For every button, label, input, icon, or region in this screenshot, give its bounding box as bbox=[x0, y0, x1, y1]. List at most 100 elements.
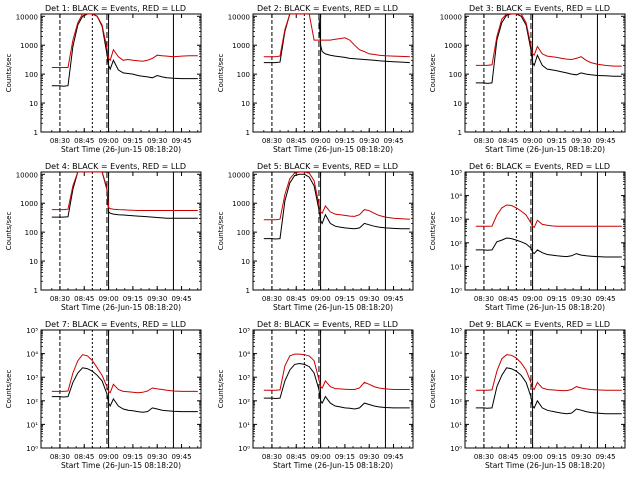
y-tick-label: 10000 bbox=[228, 171, 250, 179]
y-tick-label: 10² bbox=[450, 398, 462, 406]
series-events-line bbox=[263, 14, 410, 64]
y-tick-label: 10000 bbox=[440, 13, 462, 21]
x-tick-label: 09:15 bbox=[123, 137, 143, 145]
y-axis-label: Counts/sec bbox=[429, 212, 437, 251]
y-tick-label: 10⁰ bbox=[450, 287, 462, 295]
y-axis-label: Counts/sec bbox=[217, 54, 225, 93]
x-tick-label: 09:30 bbox=[359, 137, 379, 145]
y-tick-label: 1 bbox=[34, 287, 38, 295]
plot-frame bbox=[464, 329, 626, 449]
x-tick-label: 09:00 bbox=[98, 295, 118, 303]
x-tick-label: 09:45 bbox=[171, 295, 191, 303]
panel-title: Det 2: BLACK = Events, RED = LLD bbox=[257, 4, 398, 13]
x-tick-label: 08:30 bbox=[50, 137, 70, 145]
y-axis-label: Counts/sec bbox=[217, 212, 225, 251]
y-tick-label: 10⁴ bbox=[450, 193, 462, 201]
plot-frame bbox=[40, 329, 202, 449]
x-axis-label: Start Time (26-Jun-15 08:18:20) bbox=[273, 145, 393, 154]
y-tick-label: 10⁴ bbox=[238, 351, 250, 359]
series-lld-line bbox=[51, 354, 198, 394]
x-tick-label: 08:45 bbox=[498, 295, 518, 303]
y-tick-label: 10³ bbox=[450, 216, 462, 224]
x-tick-label: 09:15 bbox=[335, 137, 355, 145]
panel-title: Det 1: BLACK = Events, RED = LLD bbox=[45, 4, 186, 13]
plot-frame bbox=[464, 13, 626, 133]
y-tick-label: 10 bbox=[29, 100, 38, 108]
x-tick-label: 09:15 bbox=[123, 453, 143, 461]
y-tick-label: 1 bbox=[246, 287, 250, 295]
y-tick-label: 10 bbox=[453, 100, 462, 108]
y-tick-label: 10³ bbox=[238, 374, 250, 382]
y-tick-label: 10¹ bbox=[26, 421, 38, 429]
x-tick-label: 08:45 bbox=[74, 137, 94, 145]
x-tick-label: 09:00 bbox=[310, 137, 330, 145]
detector-panel-6: Det 6: BLACK = Events, RED = LLD 10⁰ 10¹ 10… bbox=[429, 162, 626, 312]
panel-title: Det 7: BLACK = Events, RED = LLD bbox=[45, 320, 186, 329]
x-tick-label: 08:45 bbox=[286, 137, 306, 145]
x-tick-label: 09:45 bbox=[171, 137, 191, 145]
y-tick-label: 1 bbox=[246, 129, 250, 137]
y-tick-label: 10¹ bbox=[450, 421, 462, 429]
y-axis-label: Counts/sec bbox=[429, 54, 437, 93]
x-tick-label: 08:30 bbox=[50, 453, 70, 461]
y-tick-label: 10⁴ bbox=[450, 351, 462, 359]
x-tick-label: 09:00 bbox=[522, 295, 542, 303]
x-tick-label: 08:30 bbox=[474, 295, 494, 303]
series-events-line bbox=[51, 14, 198, 87]
x-tick-label: 09:00 bbox=[310, 453, 330, 461]
detector-panel-2: Det 2: BLACK = Events, RED = LLD 1 10 100 10… bbox=[217, 4, 414, 154]
x-tick-label: 08:30 bbox=[262, 137, 282, 145]
series-lld-line bbox=[51, 14, 198, 68]
y-axis-label: Counts/sec bbox=[217, 370, 225, 409]
x-tick-label: 09:30 bbox=[571, 453, 591, 461]
y-tick-label: 10³ bbox=[450, 374, 462, 382]
x-tick-label: 08:45 bbox=[74, 295, 94, 303]
x-axis-label: Start Time (26-Jun-15 08:18:20) bbox=[61, 461, 181, 470]
series-events-line bbox=[475, 237, 622, 258]
y-tick-label: 10⁴ bbox=[26, 351, 38, 359]
plot-frame bbox=[40, 171, 202, 291]
y-tick-label: 100 bbox=[25, 71, 38, 79]
y-tick-label: 1000 bbox=[232, 200, 250, 208]
x-tick-label: 08:45 bbox=[286, 453, 306, 461]
x-tick-label: 08:45 bbox=[498, 137, 518, 145]
x-tick-label: 09:45 bbox=[595, 453, 615, 461]
x-tick-label: 09:00 bbox=[98, 137, 118, 145]
x-tick-label: 09:45 bbox=[595, 295, 615, 303]
y-tick-label: 10000 bbox=[228, 13, 250, 21]
y-tick-label: 10¹ bbox=[238, 421, 250, 429]
detector-panel-3: Det 3: BLACK = Events, RED = LLD 1 10 100 10… bbox=[429, 4, 626, 154]
y-tick-label: 1 bbox=[458, 129, 462, 137]
panel-title: Det 5: BLACK = Events, RED = LLD bbox=[257, 162, 398, 171]
y-tick-label: 10⁵ bbox=[450, 169, 462, 177]
x-tick-label: 09:15 bbox=[547, 295, 567, 303]
y-tick-label: 10² bbox=[450, 240, 462, 248]
y-tick-label: 100 bbox=[25, 229, 38, 237]
x-axis-label: Start Time (26-Jun-15 08:18:20) bbox=[61, 145, 181, 154]
x-tick-label: 09:00 bbox=[522, 137, 542, 145]
series-events-line bbox=[263, 173, 410, 240]
series-events-line bbox=[263, 362, 410, 410]
y-tick-label: 1000 bbox=[20, 200, 38, 208]
y-tick-label: 10⁵ bbox=[26, 327, 38, 335]
y-tick-label: 10⁵ bbox=[238, 327, 250, 335]
y-tick-label: 10³ bbox=[26, 374, 38, 382]
detector-panel-4: Det 4: BLACK = Events, RED = LLD 1 10 100 10… bbox=[5, 162, 202, 312]
y-tick-label: 100 bbox=[237, 71, 250, 79]
x-tick-label: 09:45 bbox=[383, 453, 403, 461]
x-tick-label: 09:15 bbox=[335, 295, 355, 303]
x-tick-label: 08:30 bbox=[262, 295, 282, 303]
x-tick-label: 09:30 bbox=[571, 137, 591, 145]
y-tick-label: 1000 bbox=[232, 42, 250, 50]
x-tick-label: 09:30 bbox=[147, 137, 167, 145]
y-tick-label: 1000 bbox=[444, 42, 462, 50]
y-tick-label: 10² bbox=[238, 398, 250, 406]
x-tick-label: 09:45 bbox=[171, 453, 191, 461]
series-events-line bbox=[51, 172, 198, 219]
series-lld-line bbox=[263, 14, 410, 58]
x-tick-label: 08:45 bbox=[74, 453, 94, 461]
series-lld-line bbox=[475, 204, 622, 229]
series-lld-line bbox=[51, 172, 198, 211]
x-tick-label: 09:45 bbox=[595, 137, 615, 145]
